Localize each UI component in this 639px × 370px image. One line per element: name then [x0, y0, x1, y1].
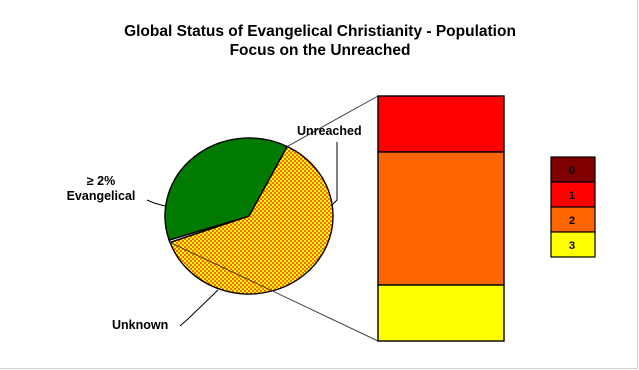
bar-segment-1	[377, 95, 505, 153]
legend-swatch-2	[550, 206, 596, 233]
pie-labels: Unreached Unknown ≥ 2%Evangelical	[67, 124, 362, 332]
legend-label-1: 1	[569, 190, 575, 202]
legend: 0 1 2 3	[550, 156, 596, 258]
connector-bottom	[169, 241, 379, 342]
pie-label-1: Unreached	[297, 124, 362, 138]
chart-title: Global Status of Evangelical Christianit…	[60, 22, 580, 60]
breakout-bar	[377, 95, 505, 342]
legend-swatch-0	[550, 156, 596, 183]
legend-swatch-1	[550, 181, 596, 208]
chart-title-line1: Global Status of Evangelical Christianit…	[124, 23, 516, 40]
bar-segment-2	[377, 151, 505, 286]
bar-segment-3	[377, 284, 505, 342]
legend-swatch-3	[550, 231, 596, 258]
pie-group	[164, 137, 334, 295]
pie-leader-1	[330, 142, 338, 207]
legend-label-0: 0	[569, 165, 575, 177]
pie-label-2: Unknown	[112, 318, 168, 332]
connector-top	[286, 95, 379, 147]
legend-label-3: 3	[569, 240, 575, 252]
legend-label-2: 2	[569, 215, 575, 227]
pie-label-3-line1: ≥ 2%	[87, 174, 115, 188]
chart-title-line2: Focus on the Unreached	[229, 42, 411, 59]
pie-label-3-line2: Evangelical	[67, 189, 136, 203]
pie-slice-1	[169, 145, 334, 295]
pie-slice-3	[164, 137, 289, 241]
pie-leader-3	[146, 199, 166, 207]
connector-lines	[169, 95, 379, 342]
pie-leader-2	[179, 289, 219, 327]
